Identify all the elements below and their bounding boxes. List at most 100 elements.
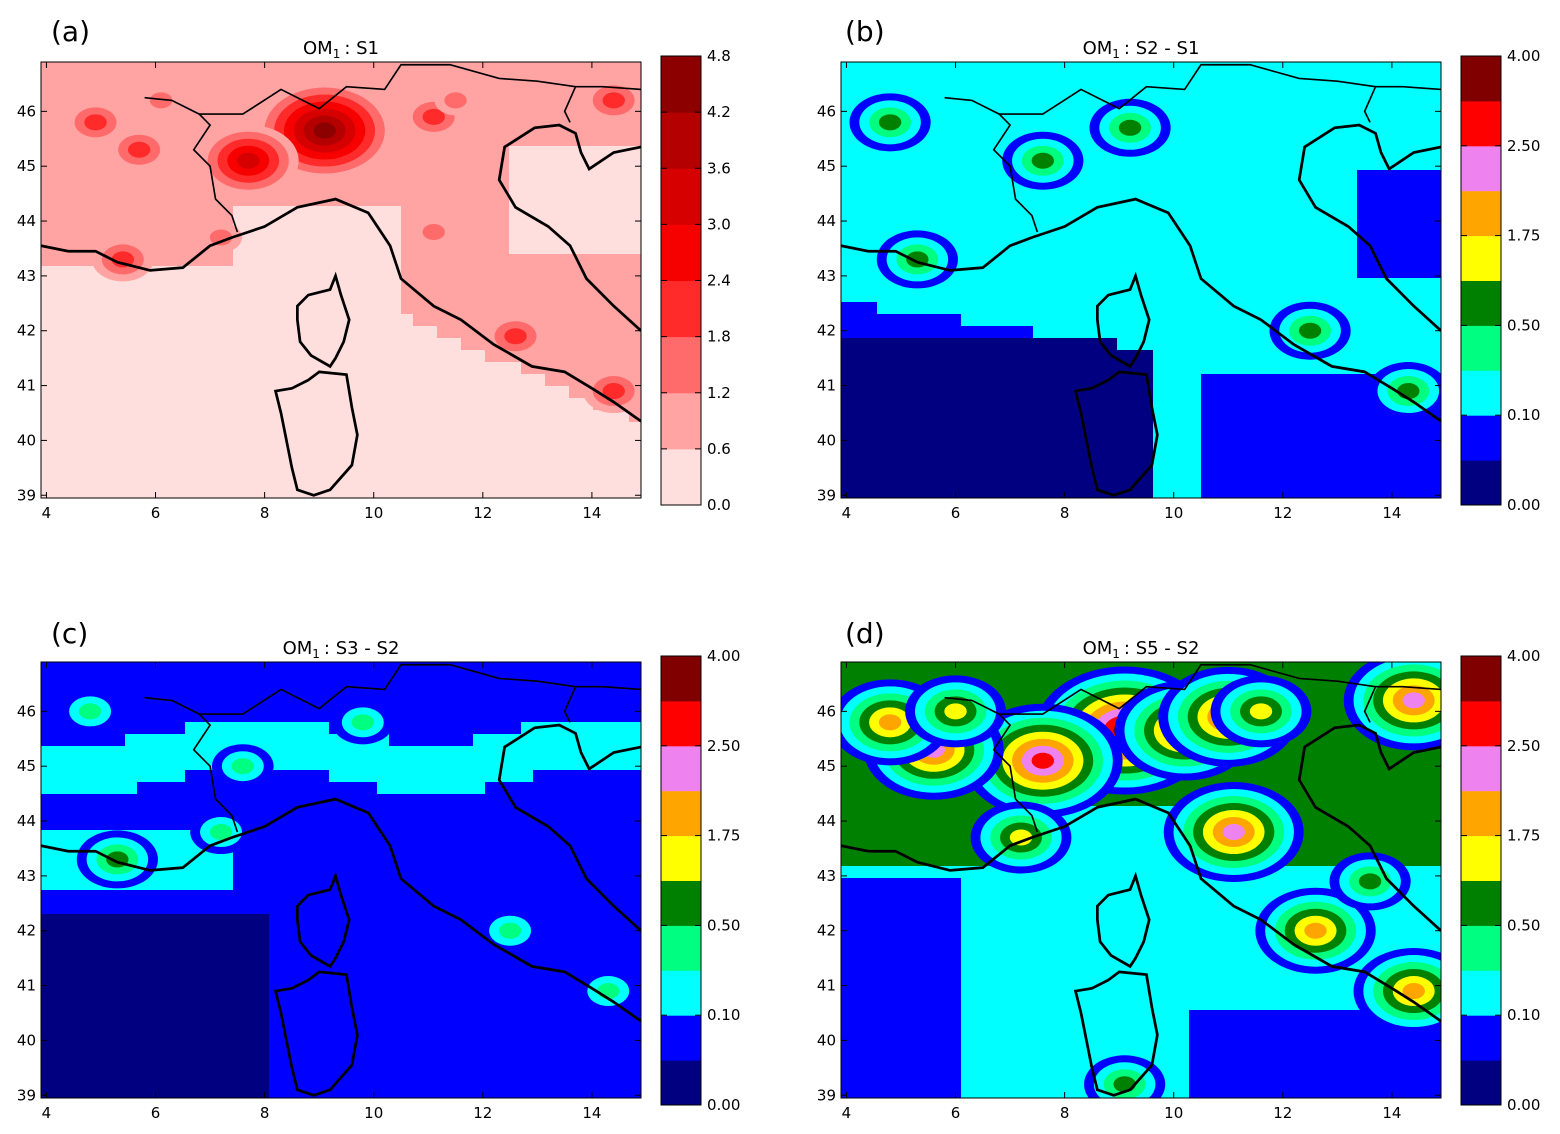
hotspot-2-level-3 xyxy=(127,141,151,158)
colorbar-band xyxy=(661,392,701,450)
colorbar-label: 4.00 xyxy=(1507,647,1540,665)
colorbar: 0.00 0.10 0.50 1.75 2.50 4.00 xyxy=(1460,47,1540,514)
colorbar-label: 3.6 xyxy=(707,159,731,177)
y-tick-label: 44 xyxy=(817,212,836,230)
y-tick-label: 45 xyxy=(817,157,836,175)
y-tick-label: 43 xyxy=(817,267,836,285)
colorbar-band xyxy=(1461,790,1501,837)
title-main: OM xyxy=(283,638,313,659)
x-tick-label: 4 xyxy=(42,1104,52,1122)
colorbar-label: 0.50 xyxy=(707,916,740,934)
x-tick-label: 6 xyxy=(951,1104,961,1122)
x-tick-label: 14 xyxy=(1382,1104,1401,1122)
colorbar-band xyxy=(1461,925,1501,971)
colorbar-band xyxy=(1461,56,1501,102)
colorbar-band xyxy=(661,336,701,394)
hotspot-7-level-5 xyxy=(1249,703,1273,720)
colorbar-band xyxy=(1461,700,1501,747)
y-tick-label: 42 xyxy=(817,322,836,340)
y-tick-label: 44 xyxy=(17,212,36,230)
y-tick-label: 39 xyxy=(17,486,36,504)
hotspot-8-level-7 xyxy=(1402,692,1425,709)
panel-letter: (d) xyxy=(845,617,885,650)
colorbar: 0.0 0.6 1.2 1.8 2.4 3.0 3.6 4.2 4.8 xyxy=(660,47,731,514)
title-rest: : S2 - S1 xyxy=(1124,38,1199,59)
hotspot-1-level-4 xyxy=(1031,152,1055,169)
colorbar-label: 4.00 xyxy=(707,647,740,665)
colorbar-label: 1.75 xyxy=(1507,227,1540,245)
colorbar-label: 1.2 xyxy=(707,384,731,402)
x-tick-label: 6 xyxy=(151,504,161,522)
hotspot-1-level-3 xyxy=(351,714,375,731)
colorbar-frame xyxy=(1460,55,1502,506)
hotspot-5-level-3 xyxy=(422,108,445,125)
panel-title: OM1: S5 - S2 xyxy=(1083,638,1200,661)
hotspot-4-level-2 xyxy=(149,92,173,109)
colorbar-label: 4.00 xyxy=(1507,47,1540,65)
colorbar-band xyxy=(1461,656,1501,702)
colorbar-frame xyxy=(660,655,702,1106)
hotspot-4-level-4 xyxy=(1298,322,1322,339)
colorbar-label: 0.10 xyxy=(1507,406,1540,424)
panel-letter: (b) xyxy=(845,15,885,48)
colorbar-band xyxy=(661,1015,701,1061)
hotspot-11-level-3 xyxy=(602,383,625,400)
colorbar-label: 1.8 xyxy=(707,328,731,346)
colorbar-band xyxy=(661,970,701,1016)
y-tick-label: 44 xyxy=(817,812,836,830)
colorbar-label: 2.50 xyxy=(707,737,740,755)
y-tick-label: 46 xyxy=(817,102,836,120)
x-tick-label: 10 xyxy=(364,1104,383,1122)
y-tick-label: 42 xyxy=(817,922,836,940)
colorbar: 0.00 0.10 0.50 1.75 2.50 4.00 xyxy=(660,647,740,1114)
hotspot-4-level-3 xyxy=(597,983,620,1000)
y-tick-label: 40 xyxy=(817,431,836,449)
colorbar-band xyxy=(661,880,701,926)
colorbar-band xyxy=(661,745,701,792)
hotspot-10-level-6 xyxy=(1304,922,1327,939)
colorbar-label: 0.00 xyxy=(1507,496,1540,514)
contour-field xyxy=(41,662,641,1098)
y-tick-label: 39 xyxy=(17,1086,36,1104)
y-tick-label: 41 xyxy=(817,977,836,995)
y-tick-label: 41 xyxy=(17,377,36,395)
colorbar-band xyxy=(1461,460,1501,506)
x-tick-label: 4 xyxy=(842,504,852,522)
title-rest: : S5 - S2 xyxy=(1124,638,1199,659)
colorbar-band xyxy=(1461,415,1501,461)
x-tick-label: 14 xyxy=(582,504,601,522)
title-subscript: 1 xyxy=(1112,47,1120,61)
colorbar-label: 2.50 xyxy=(1507,737,1540,755)
y-tick-label: 43 xyxy=(817,867,836,885)
hotspot-5-level-4 xyxy=(1397,383,1420,400)
colorbar-band xyxy=(661,656,701,702)
y-tick-label: 45 xyxy=(17,157,36,175)
y-tick-label: 43 xyxy=(17,267,36,285)
hotspot-12-level-2 xyxy=(209,229,233,246)
y-tick-label: 41 xyxy=(817,377,836,395)
axes-frame xyxy=(840,61,1442,499)
panel-title: OM1: S2 - S1 xyxy=(1083,38,1200,61)
colorbar-band xyxy=(661,168,701,225)
colorbar-label: 0.00 xyxy=(707,1096,740,1114)
y-tick-label: 40 xyxy=(817,1031,836,1049)
hotspot-5-level-5 xyxy=(944,703,967,720)
hotspot-1-level-5 xyxy=(237,152,260,169)
colorbar-label: 0.50 xyxy=(1507,916,1540,934)
y-tick-label: 40 xyxy=(17,431,36,449)
hotspot-10-level-3 xyxy=(504,328,527,345)
colorbar: 0.00 0.10 0.50 1.75 2.50 4.00 xyxy=(1460,647,1540,1114)
colorbar-band xyxy=(1461,880,1501,926)
y-tick-label: 44 xyxy=(17,812,36,830)
colorbar-label: 0.6 xyxy=(707,440,731,458)
colorbar-label: 0.0 xyxy=(707,496,731,514)
hotspot-9-level-7 xyxy=(1222,824,1245,841)
colorbar-band xyxy=(661,224,701,281)
colorbar-band xyxy=(661,448,701,506)
colorbar-band xyxy=(1461,145,1501,192)
colorbar-label: 4.2 xyxy=(707,103,731,121)
colorbar-band xyxy=(1461,1015,1501,1061)
